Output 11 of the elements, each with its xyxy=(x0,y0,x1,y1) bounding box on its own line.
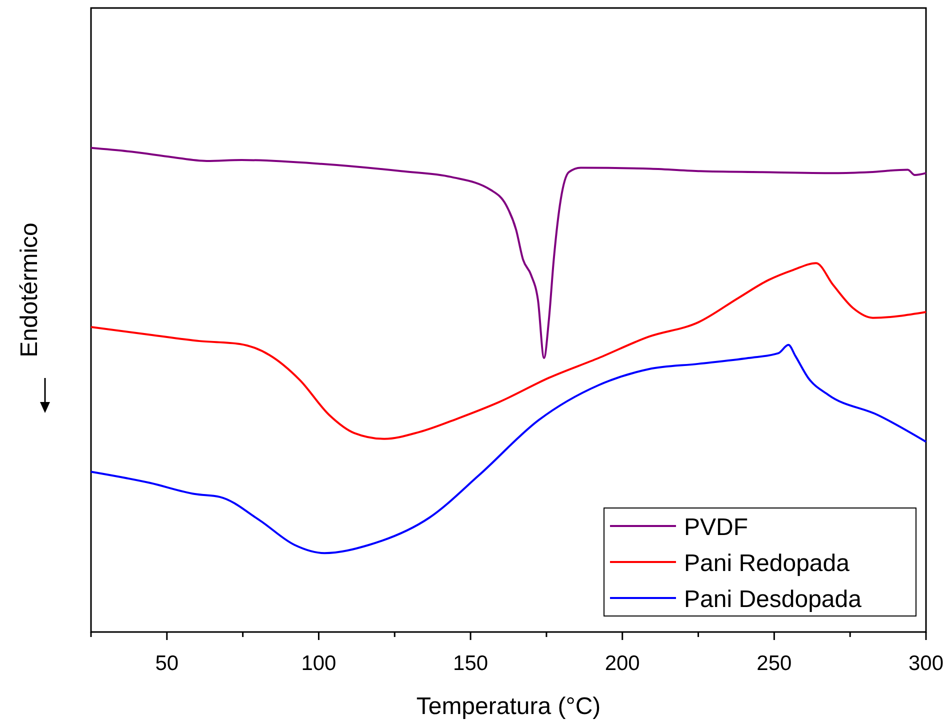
x-tick-label: 50 xyxy=(155,652,179,675)
y-axis-title: Endotérmico xyxy=(16,222,43,358)
legend-label: Pani Redopada xyxy=(684,550,850,577)
legend-label: Pani Desdopada xyxy=(684,586,862,613)
x-tick-label: 100 xyxy=(301,652,336,675)
x-tick-label: 150 xyxy=(453,652,488,675)
x-tick-label: 200 xyxy=(604,652,640,675)
x-axis-title: Temperatura (°C) xyxy=(416,693,601,720)
legend-label: PVDF xyxy=(684,514,748,541)
x-tick-label: 250 xyxy=(756,652,792,675)
x-tick-label: 300 xyxy=(908,652,944,675)
